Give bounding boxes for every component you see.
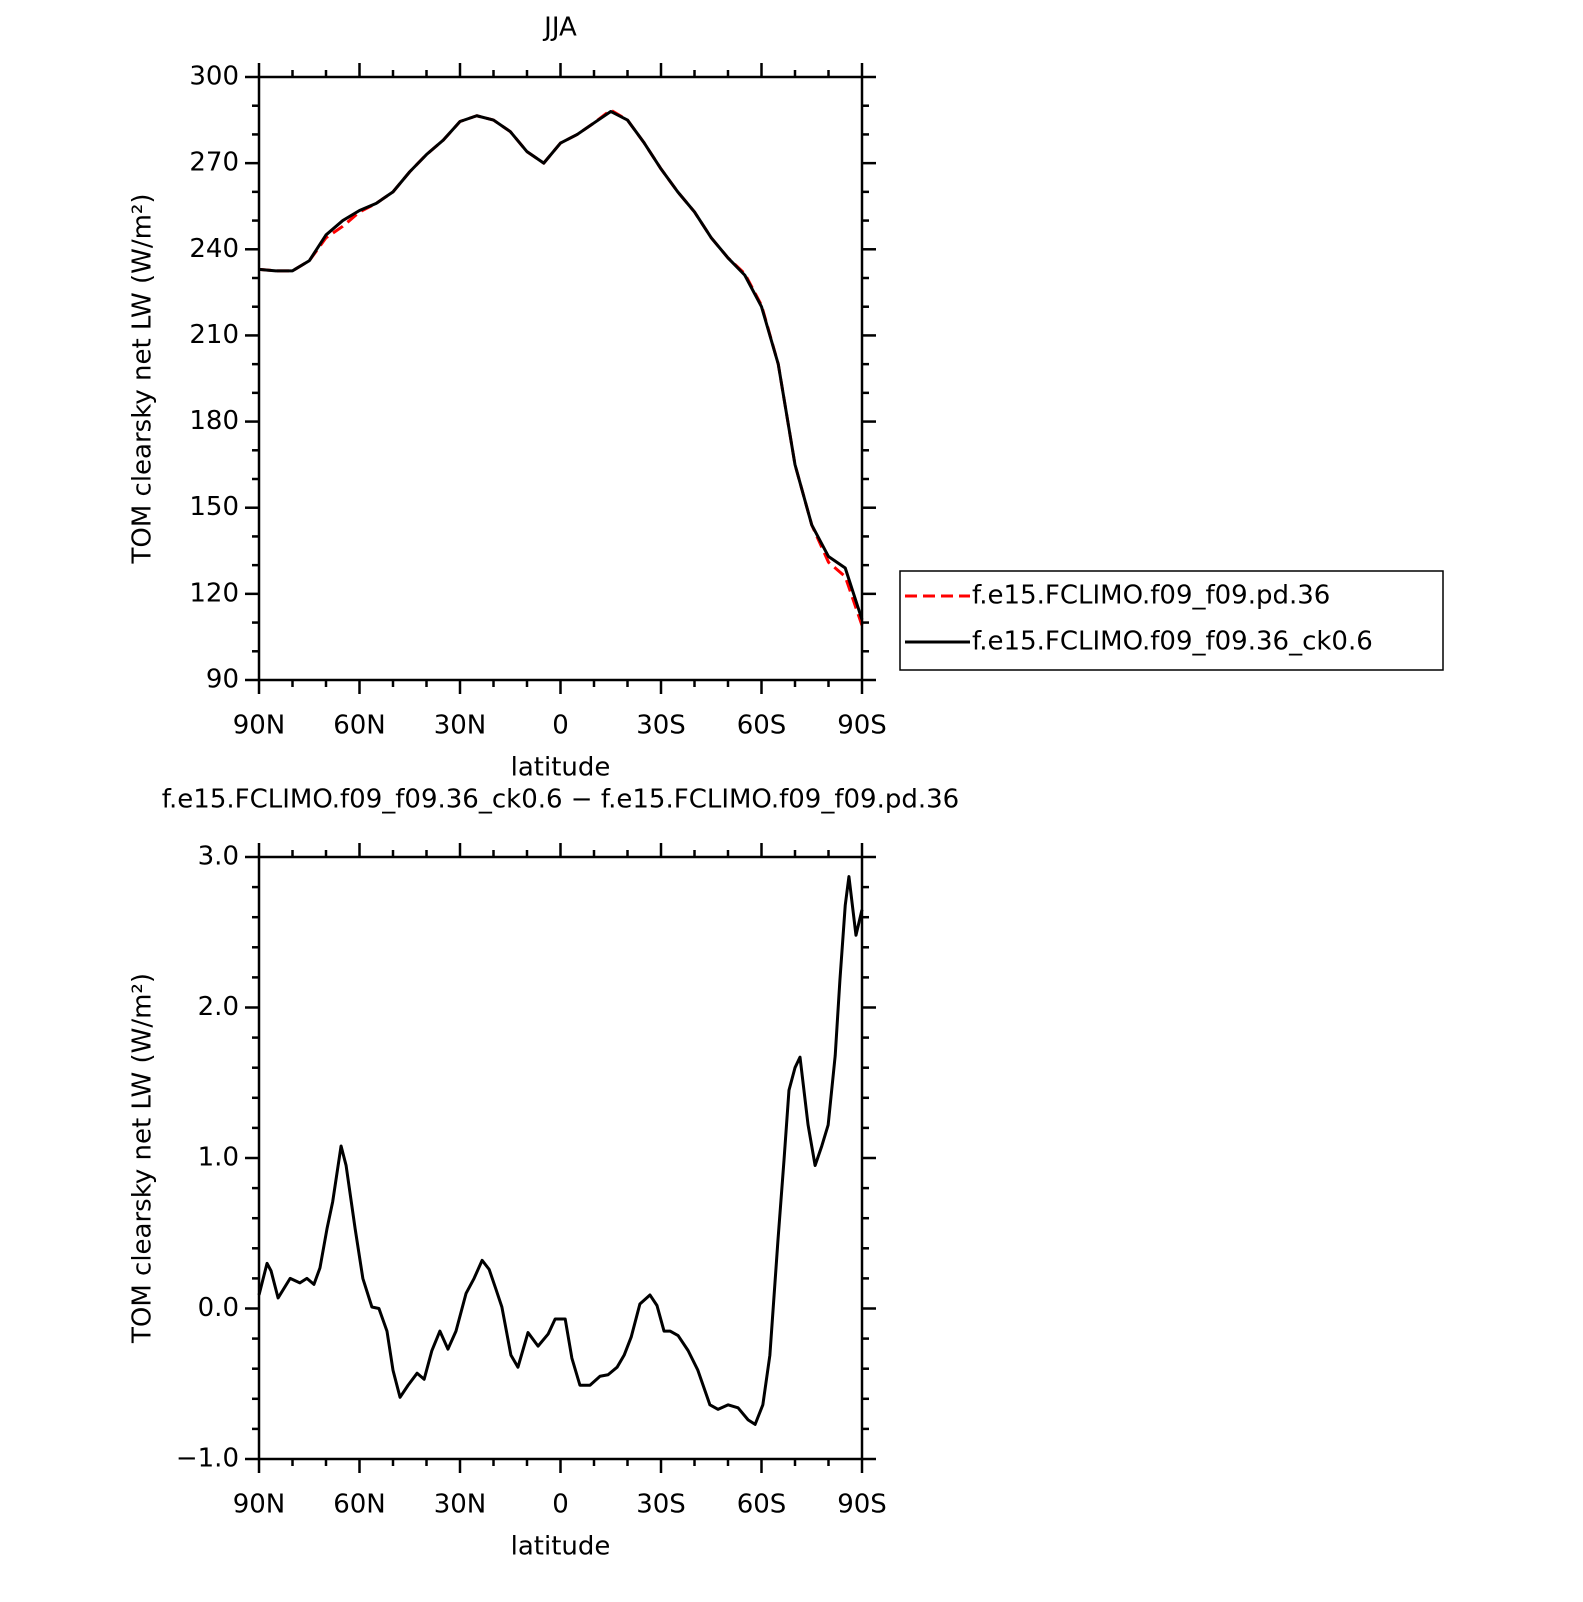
y-tick-label: 3.0 xyxy=(198,842,239,872)
y-tick-label: 240 xyxy=(189,234,239,264)
x-tick-label: 90S xyxy=(837,1490,887,1520)
x-tick-label: 90S xyxy=(837,711,887,741)
plot-frame xyxy=(257,75,864,682)
x-tick-label: 30S xyxy=(636,1490,686,1520)
y-tick-label: −1.0 xyxy=(176,1444,239,1474)
x-axis-label: latitude xyxy=(511,753,611,783)
x-tick-label: 60N xyxy=(333,1490,386,1520)
y-tick-label: 210 xyxy=(189,320,239,350)
chart-title: f.e15.FCLIMO.f09_f09.36_ck0.6 − f.e15.FC… xyxy=(162,785,959,815)
y-tick-label: 300 xyxy=(189,62,239,92)
x-tick-label: 30N xyxy=(434,711,487,741)
x-tick-label: 60S xyxy=(737,711,787,741)
x-tick-label: 0 xyxy=(552,711,569,741)
plot-frame xyxy=(257,855,864,1461)
series-line xyxy=(257,875,864,1426)
y-tick-label: 150 xyxy=(189,492,239,522)
x-tick-label: 30S xyxy=(636,711,686,741)
x-tick-label: 90N xyxy=(233,1490,286,1520)
y-tick-label: 120 xyxy=(189,578,239,608)
panel: JJA latitude TOM clearsky net LW (W/m²) 90 1… xyxy=(128,13,1444,783)
chart-title: JJA xyxy=(542,13,577,43)
y-tick-label: 0.0 xyxy=(198,1293,239,1323)
legend-label: f.e15.FCLIMO.f09_f09.36_ck0.6 xyxy=(972,627,1373,657)
series-line xyxy=(258,109,864,621)
x-tick-label: 60N xyxy=(333,711,386,741)
y-tick-label: 2.0 xyxy=(198,992,239,1022)
panel: f.e15.FCLIMO.f09_f09.36_ck0.6 − f.e15.FC… xyxy=(128,785,960,1562)
x-tick-label: 90N xyxy=(233,711,286,741)
y-axis-label: TOM clearsky net LW (W/m²) xyxy=(128,193,158,564)
x-axis-label: latitude xyxy=(511,1532,611,1562)
y-tick-label: 180 xyxy=(189,406,239,436)
x-tick-label: 60S xyxy=(737,1490,787,1520)
y-tick-label: 90 xyxy=(206,665,239,695)
legend-label: f.e15.FCLIMO.f09_f09.pd.36 xyxy=(972,581,1330,611)
y-axis-label: TOM clearsky net LW (W/m²) xyxy=(128,973,158,1344)
legend-box xyxy=(899,570,1444,671)
x-tick-label: 0 xyxy=(552,1490,569,1520)
x-tick-label: 30N xyxy=(434,1490,487,1520)
series-line xyxy=(258,108,864,626)
y-tick-label: 270 xyxy=(189,148,239,178)
y-tick-label: 1.0 xyxy=(198,1143,239,1173)
